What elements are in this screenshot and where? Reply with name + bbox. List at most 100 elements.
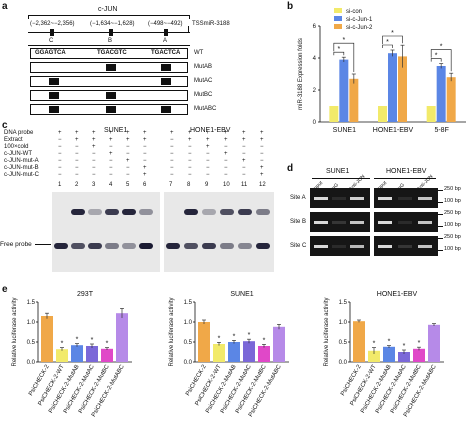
panel-label-d: d	[287, 163, 294, 174]
bar	[398, 352, 410, 362]
bar	[353, 321, 365, 362]
y-tick-label: 0.5	[339, 340, 348, 346]
emsa-sign: +	[92, 144, 96, 150]
chip-title-line-1	[312, 178, 370, 179]
mut-block	[106, 106, 116, 113]
mut-block	[161, 64, 171, 71]
mut-block	[106, 64, 116, 71]
chip-band	[332, 221, 346, 224]
bar	[41, 316, 53, 362]
gel-band	[139, 209, 153, 215]
emsa-sign: +	[143, 172, 147, 178]
emsa-row-label: c-JUN-mut-A	[4, 158, 39, 164]
emsa-sign: −	[242, 172, 246, 178]
chip-band	[398, 197, 412, 200]
emsa-sign: +	[224, 137, 228, 143]
gel-band	[256, 243, 270, 249]
emsa-sign: +	[143, 130, 147, 136]
legend-swatch	[334, 8, 342, 13]
emsa-sign: +	[126, 130, 130, 136]
emsa-sign: +	[206, 137, 210, 143]
marker-label: 250 bp	[444, 234, 461, 240]
site-a-letter: A	[163, 38, 168, 44]
chip-band	[418, 245, 432, 248]
emsa-sign: +	[109, 151, 113, 157]
bracket-left-tick	[28, 15, 29, 19]
emsa-sign: +	[92, 137, 96, 143]
y-tick-label: 2	[313, 88, 317, 94]
emsa-sign: −	[143, 158, 147, 164]
y-tick-label: 1.0	[339, 320, 348, 326]
marker-tick	[438, 226, 443, 227]
emsa-sign: +	[242, 137, 246, 143]
chip-band	[398, 245, 412, 248]
emsa-sign: −	[75, 165, 79, 171]
chip-band	[350, 221, 364, 224]
bar	[71, 345, 83, 362]
gel-band	[256, 209, 270, 215]
mut-block	[161, 78, 171, 85]
emsa-sign: −	[75, 158, 79, 164]
emsa-sign: −	[75, 151, 79, 157]
chart-title: SUNE1	[230, 291, 253, 298]
emsa-sign: −	[188, 165, 192, 171]
emsa-sign: −	[109, 172, 113, 178]
chip-band	[314, 197, 328, 200]
bar	[383, 346, 395, 362]
emsa-sign: +	[260, 130, 264, 136]
construct-row-mutbc	[30, 90, 188, 101]
construct-row-mutac	[30, 76, 188, 87]
gel-band	[184, 209, 198, 215]
emsa-sign: −	[170, 172, 174, 178]
emsa-sign: −	[58, 172, 62, 178]
emsa-sign: +	[188, 130, 192, 136]
sig-star: *	[248, 332, 251, 339]
emsa-sign: −	[188, 151, 192, 157]
row-label-mutab: MutAB	[194, 64, 213, 70]
position-b: (−1,634~−1,628)	[90, 21, 135, 27]
sig-star: *	[342, 37, 345, 44]
chip-gel-sune1	[310, 188, 370, 208]
bar	[446, 77, 456, 122]
sig-star: *	[218, 335, 221, 342]
emsa-sign: −	[206, 158, 210, 164]
mir3188-expression-chart: si-con si-c-Jun-1 si-c-Jun-2 0 2 4 6 miR-3188 E…	[298, 8, 466, 134]
emsa-sign: −	[58, 158, 62, 164]
free-probe-label: Free probe	[0, 241, 32, 248]
bar	[378, 106, 387, 122]
marker-label: 250 bp	[444, 186, 461, 192]
y-tick-label: 1.5	[339, 300, 348, 306]
x-category-label: 5-8F	[434, 127, 448, 134]
emsa-sign: −	[206, 172, 210, 178]
y-tick-label: 1.5	[27, 300, 36, 306]
bar	[228, 342, 240, 362]
row-label-wt: WT	[194, 50, 204, 56]
legend-swatch	[334, 24, 342, 29]
gene-bracket	[28, 15, 190, 16]
legend-label: si-c-Jun-2	[346, 25, 373, 31]
bar	[436, 66, 446, 122]
sig-star: *	[435, 53, 438, 60]
sig-star: *	[337, 46, 340, 53]
sig-star: *	[418, 340, 421, 347]
lane-number: 12	[259, 182, 266, 188]
mut-block	[106, 92, 116, 99]
chip-site-label: Site C	[290, 243, 307, 249]
sig-star: *	[106, 341, 109, 348]
emsa-sign: −	[170, 144, 174, 150]
chip-site-label: Site B	[290, 219, 307, 225]
lane-number: 2	[75, 182, 79, 188]
y-tick-label: 0.5	[184, 340, 193, 346]
sig-star: *	[76, 337, 79, 344]
y-tick-label: 0.0	[339, 360, 348, 366]
sig-star: *	[91, 337, 94, 344]
emsa-sign: −	[92, 172, 96, 178]
chip-band	[314, 245, 328, 248]
chip-panel: SUNE1 HONE1-EBV InputInputIgGIgGAnti-JUN…	[290, 160, 474, 280]
chip-band	[398, 221, 412, 224]
emsa-sign: −	[92, 165, 96, 171]
emsa-row-label: Extract	[4, 137, 23, 143]
site-b-letter: B	[108, 38, 113, 44]
chip-site-label: Site A	[290, 195, 306, 201]
free-probe-pointer	[35, 244, 51, 245]
